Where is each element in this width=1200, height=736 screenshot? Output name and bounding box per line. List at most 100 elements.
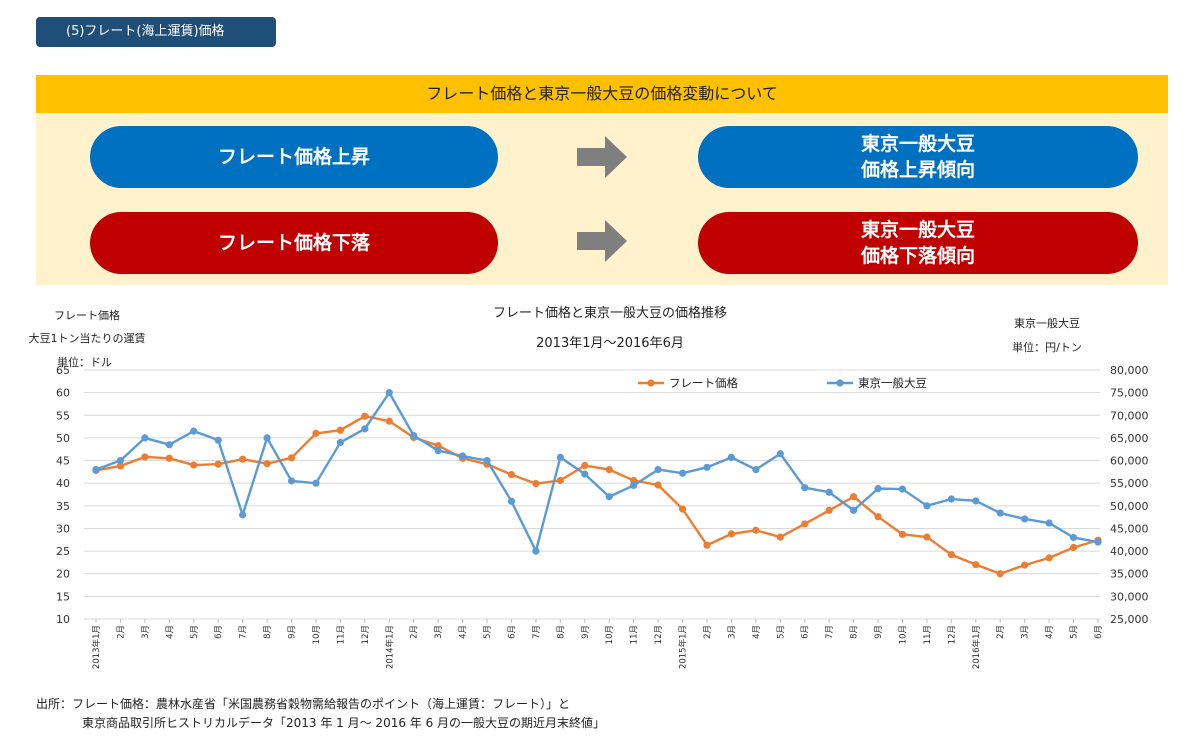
y-right-tick-label: 35,000 — [1110, 568, 1149, 581]
y-left-tick-label: 60 — [56, 387, 70, 400]
freight-price-line — [95, 414, 1099, 575]
freight-price-point — [996, 570, 1004, 578]
freight-price-point — [312, 429, 320, 437]
soy-down-line1: 東京一般大豆 — [860, 219, 975, 241]
soybean-price-point — [850, 506, 858, 514]
soybean-price-point — [1094, 538, 1102, 546]
x-tick-label: 4月 — [165, 625, 175, 639]
y-left-tick-label: 50 — [56, 432, 70, 445]
freight-price-point — [336, 426, 344, 434]
soybean-price-point — [727, 453, 736, 461]
x-tick-label: 3月 — [1021, 625, 1031, 639]
x-tick-label: 2015年1月 — [678, 625, 689, 669]
soy-up-pill: 東京一般大豆 価格上昇傾向 — [698, 126, 1138, 188]
x-tick-label: 5月 — [190, 625, 200, 639]
soybean-price-point — [752, 466, 760, 474]
freight-price-point — [972, 561, 980, 569]
x-tick-label: 11月 — [336, 625, 346, 644]
freight-price-point — [239, 455, 247, 463]
soy-down-line2: 価格下落傾向 — [860, 245, 975, 267]
freight-down-pill: フレート価格下落 — [90, 212, 498, 274]
x-tick-label: 5月 — [1070, 625, 1080, 639]
left-axis-header-2: 大豆1トン当たりの運賃 — [29, 331, 146, 345]
x-tick-label: 4月 — [1045, 625, 1055, 639]
freight-price-point — [898, 530, 907, 538]
freight-price-point — [141, 453, 149, 461]
freight-price-point — [507, 470, 516, 479]
freight-price-point — [214, 460, 222, 468]
legend-label: 東京一般大豆 — [858, 376, 927, 390]
freight-price-point — [850, 493, 858, 501]
y-right-tick-label: 55,000 — [1110, 477, 1149, 490]
legend-label: フレート価格 — [669, 376, 738, 390]
soybean-price-point — [703, 463, 711, 471]
y-right-tick-label: 40,000 — [1110, 545, 1149, 558]
y-left-tick-label: 65 — [56, 364, 70, 377]
y-left-tick-label: 20 — [56, 568, 70, 581]
soybean-price-point — [1021, 515, 1029, 523]
x-tick-label: 4月 — [752, 625, 762, 639]
freight-price-point — [190, 461, 198, 469]
y-right-tick-label: 30,000 — [1110, 590, 1149, 603]
x-tick-label: 4月 — [459, 625, 469, 639]
soy-down-pill: 東京一般大豆 価格下落傾向 — [698, 212, 1138, 274]
y-right-tick-label: 60,000 — [1110, 455, 1149, 468]
x-tick-label: 12月 — [654, 625, 664, 644]
x-tick-label: 5月 — [483, 625, 493, 639]
freight-price-point — [923, 533, 931, 541]
x-tick-label: 2014年1月 — [384, 625, 395, 669]
freight-price-point — [581, 461, 589, 470]
freight-price-point — [703, 541, 711, 549]
soybean-price-point — [776, 450, 784, 458]
soybean-price-point — [312, 479, 320, 487]
section-label: (5)フレート(海上運賃)価格 — [36, 17, 276, 47]
x-tick-label: 7月 — [239, 625, 249, 639]
x-tick-label: 9月 — [581, 625, 591, 639]
legend-marker — [836, 379, 844, 387]
soybean-price-point — [214, 436, 222, 444]
x-tick-label: 9月 — [874, 625, 884, 639]
left-axis-header-1: フレート価格 — [54, 308, 120, 322]
soy-up-line2: 価格上昇傾向 — [860, 159, 975, 181]
freight-price-point — [752, 526, 760, 534]
soybean-price-point — [483, 456, 491, 465]
freight-price-point — [556, 476, 564, 485]
x-tick-label: 10月 — [605, 625, 615, 644]
soybean-price-point — [287, 477, 296, 485]
soybean-price-point — [947, 495, 955, 503]
x-tick-label: 3月 — [434, 625, 444, 639]
x-tick-label: 8月 — [556, 625, 566, 639]
y-right-tick-label: 25,000 — [1110, 613, 1149, 626]
freight-price-point — [1045, 554, 1053, 562]
soybean-price-point — [458, 452, 467, 460]
freight-down-label: フレート価格下落 — [217, 232, 370, 254]
soybean-price-point — [385, 389, 393, 397]
x-tick-label: 6月 — [214, 625, 224, 639]
soybean-price-point — [92, 466, 100, 474]
freight-price-point — [116, 462, 125, 470]
y-right-tick-label: 80,000 — [1110, 364, 1149, 377]
soybean-price-point — [605, 493, 613, 501]
soybean-price-point — [801, 484, 809, 492]
freight-up-label: フレート価格上昇 — [217, 146, 370, 168]
soybean-price-point — [556, 453, 564, 461]
x-tick-label: 7月 — [532, 625, 542, 639]
y-left-tick-label: 55 — [56, 409, 70, 422]
x-tick-label: 2月 — [410, 625, 420, 639]
soybean-price-point — [410, 432, 418, 440]
chart-subtitle: 2013年1月～2016年6月 — [536, 336, 684, 351]
freight-price-point — [874, 513, 882, 521]
soybean-price-point — [263, 434, 271, 442]
soybean-price-point — [165, 441, 173, 449]
x-tick-label: 3月 — [141, 625, 151, 639]
soybean-price-line — [95, 391, 1099, 553]
x-tick-label: 12月 — [947, 625, 957, 644]
y-left-tick-label: 30 — [56, 522, 70, 535]
right-arrow-icon — [577, 220, 627, 262]
soybean-price-point — [532, 547, 540, 555]
freight-price-point — [678, 505, 687, 513]
freight-price-point — [1021, 561, 1029, 569]
legend-marker — [647, 379, 655, 387]
soybean-price-point — [996, 509, 1004, 517]
freight-price-point — [605, 466, 613, 474]
